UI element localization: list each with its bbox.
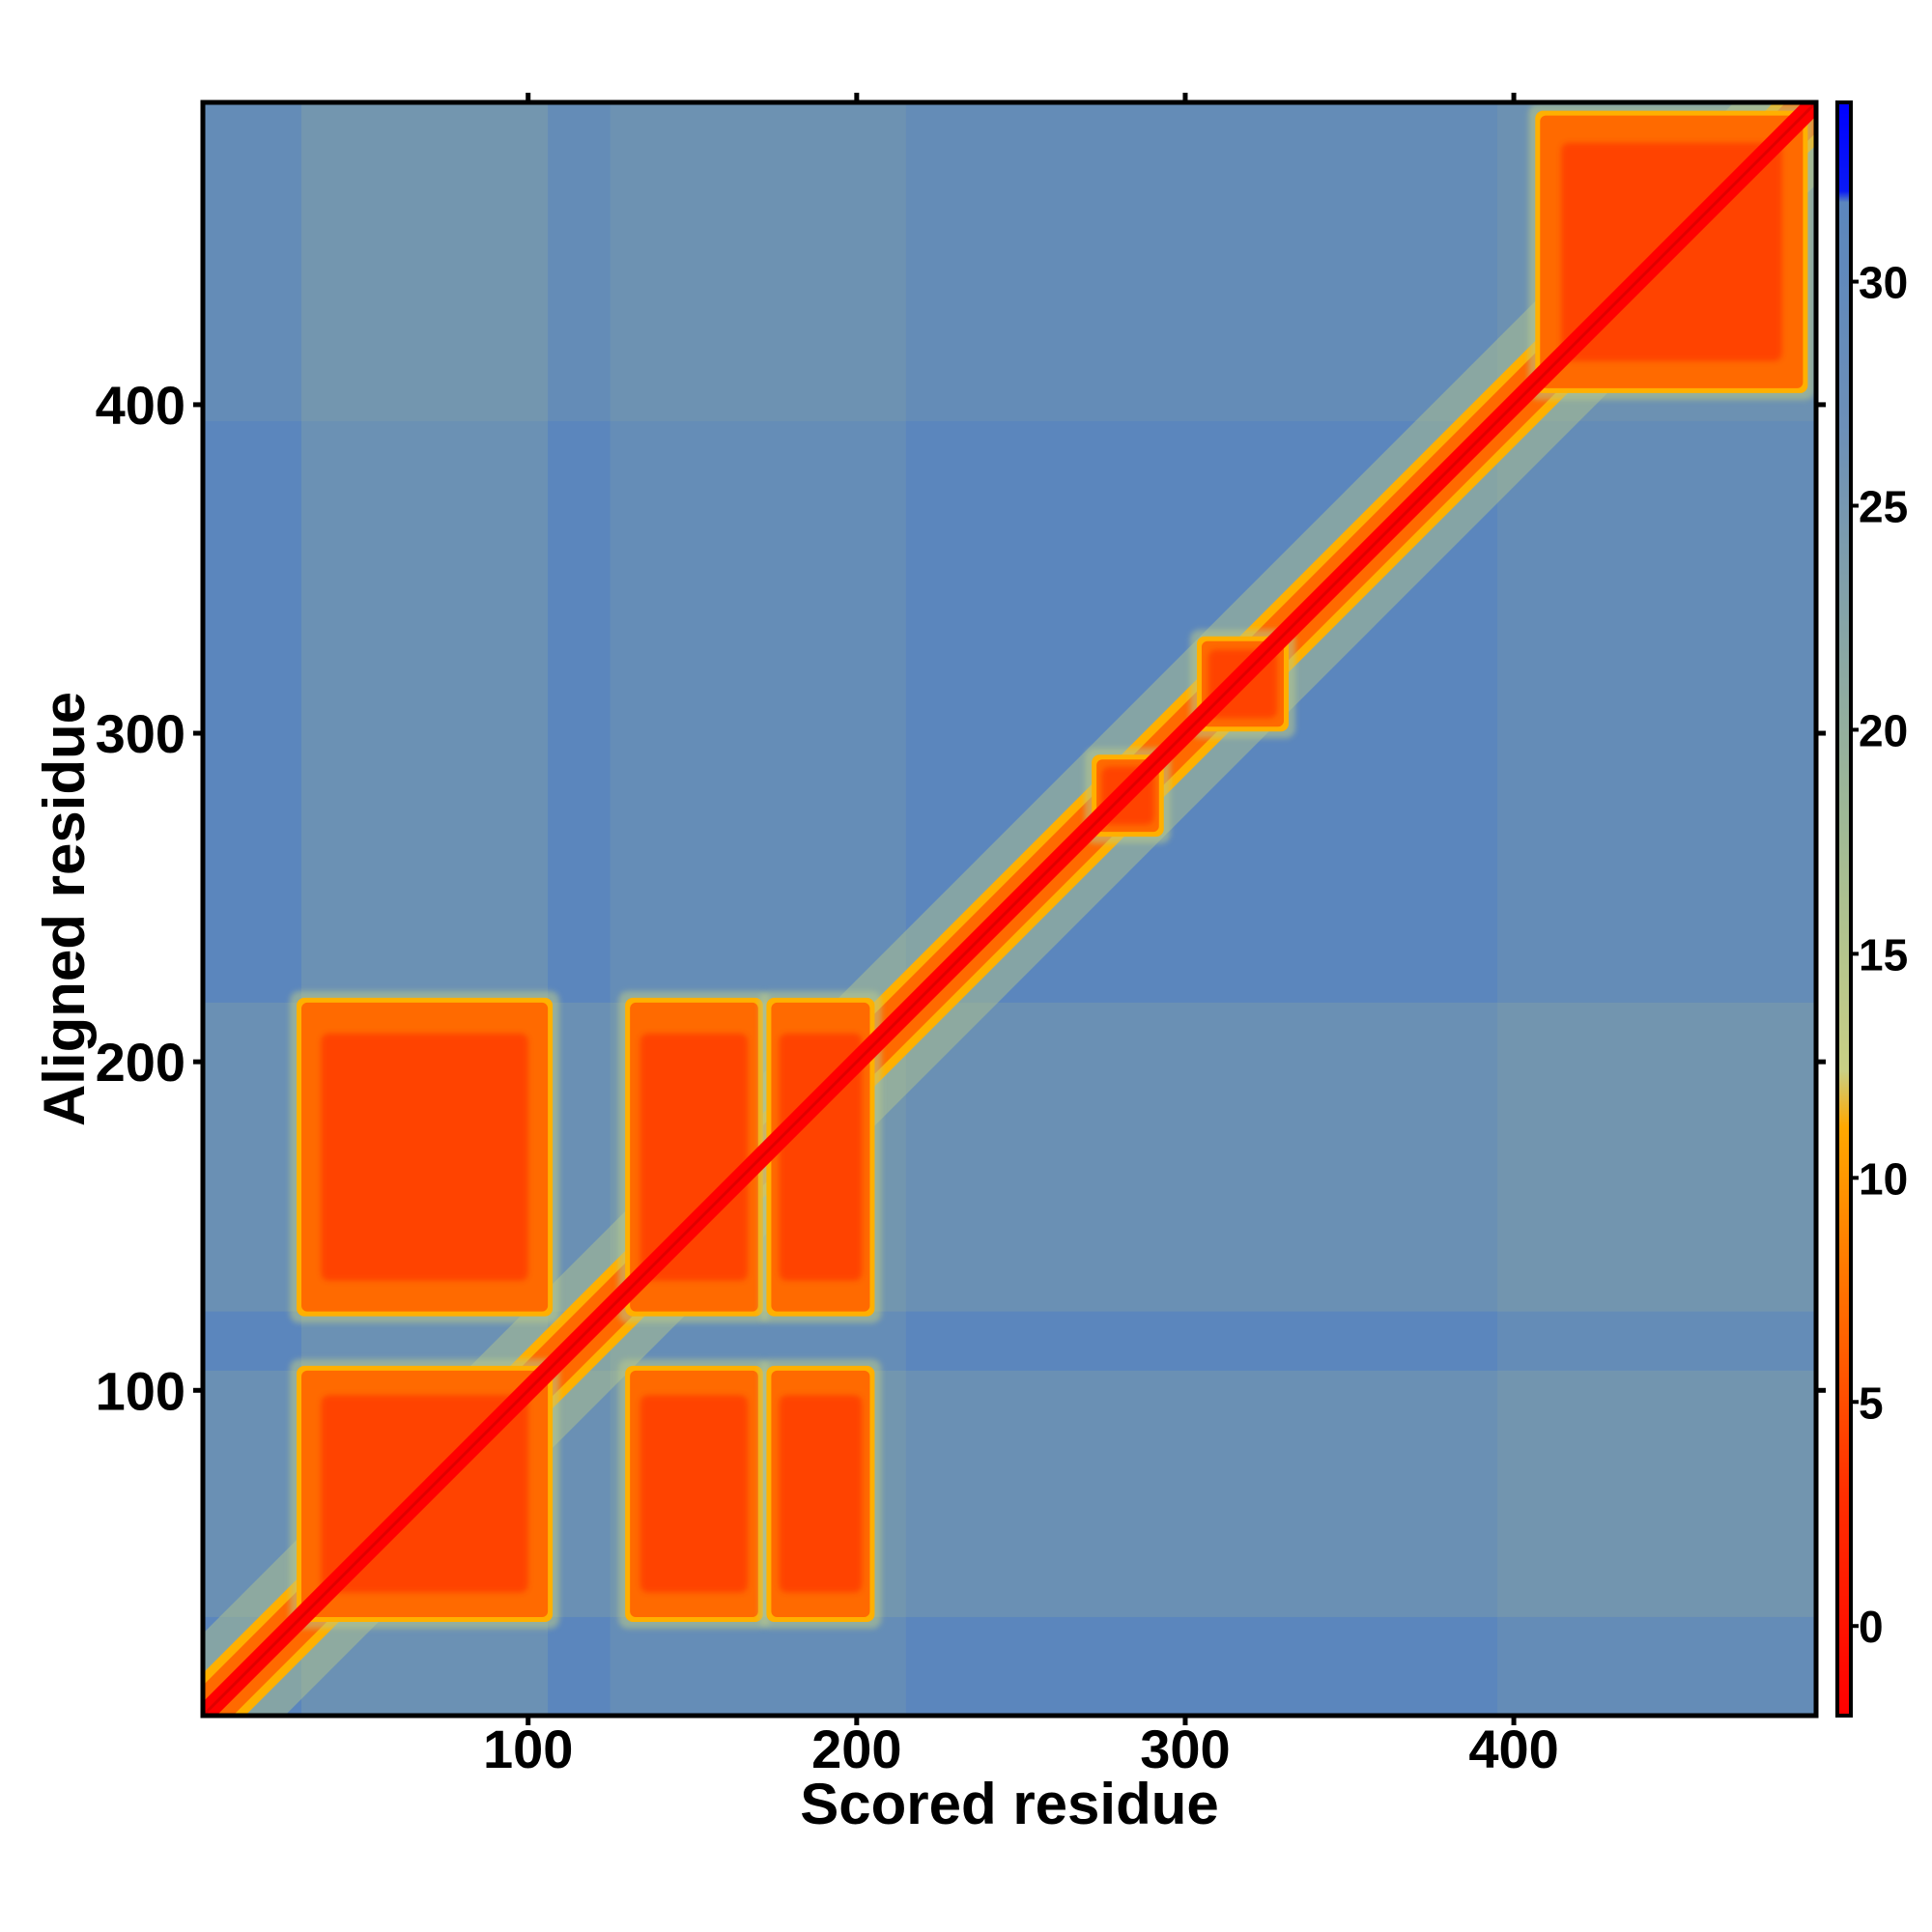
colorbar-ticks: 0 5 10 15 20 25 30 (1851, 258, 1908, 1652)
x-axis: 100 200 300 400 (483, 93, 1559, 1779)
y-tick-label: 300 (96, 703, 185, 764)
block-core (779, 1395, 863, 1593)
low-error-block (618, 990, 770, 1323)
block-core (639, 1395, 749, 1593)
low-error-block (290, 990, 560, 1323)
y-axis-title: Aligned residue (32, 692, 97, 1126)
colorbar-tick-label: 30 (1859, 258, 1908, 308)
y-axis: 100 200 300 400 (96, 375, 1826, 1421)
low-error-block (759, 1358, 882, 1629)
y-tick-label: 400 (96, 375, 185, 436)
x-axis-title: Scored residue (800, 1772, 1219, 1836)
y-tick-label: 200 (96, 1032, 185, 1093)
x-tick-label: 400 (1468, 1719, 1558, 1779)
block-core (779, 1033, 863, 1281)
colorbar-tick-label: 15 (1859, 929, 1908, 980)
x-tick-label: 300 (1140, 1719, 1230, 1779)
colorbar-tick-label: 25 (1859, 482, 1908, 532)
x-tick-label: 200 (811, 1719, 901, 1779)
x-tick-label: 100 (483, 1719, 573, 1779)
colorbar-gradient (1837, 102, 1851, 1716)
colorbar-frame (1835, 100, 1853, 1718)
y-tick-label: 100 (96, 1360, 185, 1421)
diagonal-center (203, 102, 1816, 1716)
block-core (639, 1033, 749, 1281)
colorbar-tick-label: 0 (1859, 1602, 1884, 1652)
low-error-block (759, 990, 882, 1323)
colorbar: 0 5 10 15 20 25 30 (1835, 100, 1908, 1718)
low-error-block (618, 1358, 770, 1629)
plot-frame (200, 99, 1819, 1719)
colorbar-tick-label: 20 (1859, 705, 1908, 755)
colorbar-tick-label: 5 (1859, 1378, 1884, 1428)
heatmap-cells (203, 102, 1816, 1716)
block-core (321, 1033, 528, 1281)
colorbar-tick-label: 10 (1859, 1153, 1908, 1204)
